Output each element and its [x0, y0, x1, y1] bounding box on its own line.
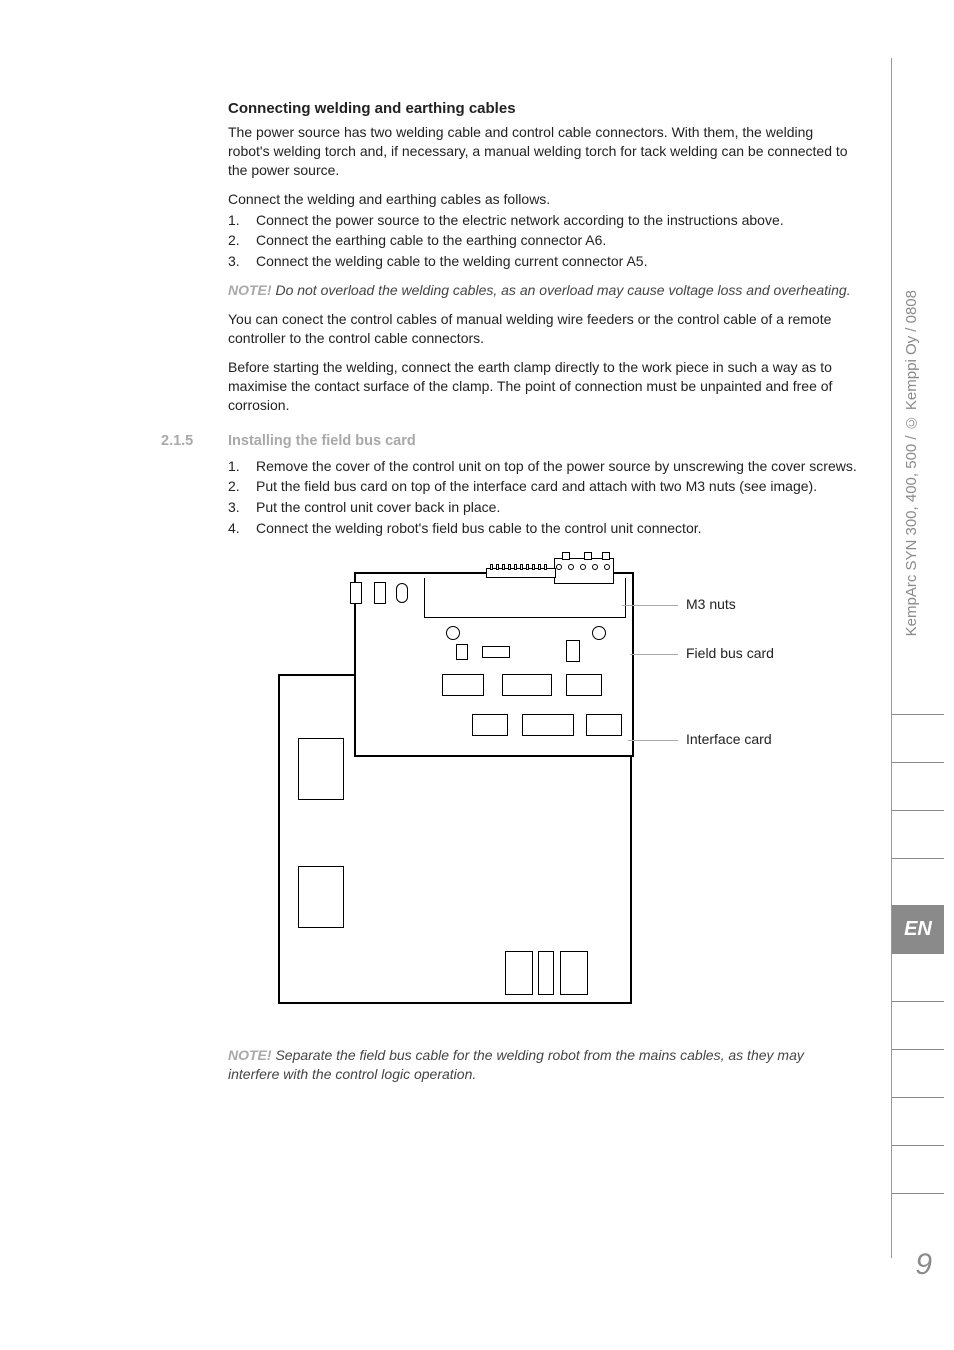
- sidebar-copyright: KempArc SYN 300, 400, 500 / © Kemppi Oy …: [903, 290, 920, 636]
- tab-divider: [892, 810, 944, 811]
- tab-divider: [892, 714, 944, 715]
- tab-divider: [892, 1049, 944, 1050]
- diagram-label-iface: Interface card: [686, 731, 772, 747]
- side-rule: [891, 58, 892, 1258]
- subsection-heading: 2.1.5 Installing the field bus card: [161, 433, 858, 449]
- note: NOTE! Do not overload the welding cables…: [228, 281, 858, 300]
- paragraph: The power source has two welding cable a…: [228, 123, 858, 180]
- note-label: NOTE!: [228, 282, 272, 298]
- list-item: 1.Connect the power source to the electr…: [228, 211, 858, 230]
- page-number: 9: [915, 1248, 932, 1282]
- tab-divider: [892, 858, 944, 859]
- tab-divider: [892, 905, 944, 906]
- tab-divider: [892, 762, 944, 763]
- list-item: 3.Connect the welding cable to the weldi…: [228, 252, 858, 271]
- page-content: Connecting welding and earthing cables T…: [228, 100, 858, 1094]
- field-bus-card-outline: [354, 572, 634, 757]
- note-label: NOTE!: [228, 1047, 272, 1063]
- tab-divider: [892, 1097, 944, 1098]
- subsection-number: 2.1.5: [161, 433, 228, 449]
- tab-divider: [892, 953, 944, 954]
- list-item: 1.Remove the cover of the control unit o…: [228, 457, 858, 476]
- field-bus-diagram: M3 nuts Field bus card Interface card: [278, 556, 838, 1016]
- list-item: 2.Connect the earthing cable to the eart…: [228, 231, 858, 250]
- ordered-list: 1.Remove the cover of the control unit o…: [228, 457, 858, 539]
- tab-divider: [892, 1145, 944, 1146]
- paragraph: You can conect the control cables of man…: [228, 310, 858, 348]
- paragraph: Connect the welding and earthing cables …: [228, 190, 858, 209]
- list-item: 4.Connect the welding robot's field bus …: [228, 519, 858, 538]
- language-tab: EN: [892, 905, 944, 953]
- list-item: 3.Put the control unit cover back in pla…: [228, 498, 858, 517]
- paragraph: Before starting the welding, connect the…: [228, 358, 858, 415]
- tab-divider: [892, 1001, 944, 1002]
- diagram-label-fbus: Field bus card: [686, 645, 774, 661]
- diagram-label-m3: M3 nuts: [686, 596, 736, 612]
- note: NOTE! Separate the field bus cable for t…: [228, 1046, 858, 1084]
- section-heading: Connecting welding and earthing cables: [228, 100, 858, 117]
- list-item: 2.Put the field bus card on top of the i…: [228, 477, 858, 496]
- tab-divider: [892, 1193, 944, 1194]
- subsection-title: Installing the field bus card: [228, 433, 416, 449]
- ordered-list: 1.Connect the power source to the electr…: [228, 211, 858, 272]
